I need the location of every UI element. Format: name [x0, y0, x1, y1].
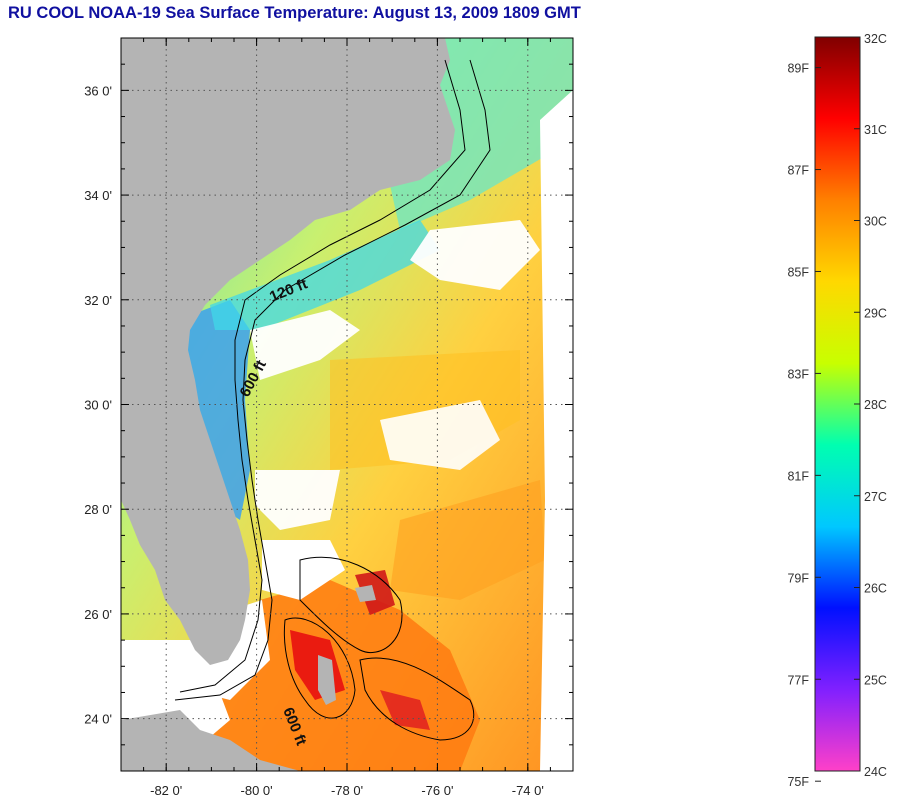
cloud-2 — [250, 310, 360, 380]
colorbar-f-label: 87F — [787, 164, 809, 178]
lon-label: -74 0' — [512, 783, 544, 798]
colorbar-f-label: 89F — [787, 62, 809, 76]
lat-label: 32 0' — [84, 293, 112, 308]
isobath-bahamas-3 — [359, 657, 475, 741]
land-cuba — [121, 710, 300, 771]
colorbar-f-label: 85F — [787, 265, 809, 279]
map-title: RU COOL NOAA-19 Sea Surface Temperature:… — [8, 4, 581, 22]
lon-label: -78 0' — [331, 783, 363, 798]
colorbar-c-label: 31C — [864, 123, 887, 137]
hot-spot-3 — [380, 690, 430, 730]
lat-label: 34 0' — [84, 188, 112, 203]
colorbar-c-label: 26C — [864, 582, 887, 596]
lat-label: 30 0' — [84, 398, 112, 413]
cloud-1 — [410, 220, 540, 290]
lat-label: 28 0' — [84, 502, 112, 517]
colorbar-c-label: 27C — [864, 490, 887, 504]
colorbar-f-label: 81F — [787, 469, 809, 483]
isobath-bahamas-1 — [299, 556, 403, 653]
isobath-bahamas-2 — [283, 617, 356, 719]
lat-label: 36 0' — [84, 83, 112, 98]
lon-label: -82 0' — [150, 783, 182, 798]
colorbar-f-label: 83F — [787, 367, 809, 381]
colorbar-c-label: 24C — [864, 765, 887, 779]
colorbar-c-label: 30C — [864, 215, 887, 229]
warm-water-south — [390, 480, 545, 600]
land-abaco — [355, 585, 376, 602]
cloud-4 — [255, 470, 340, 530]
cloud-5 — [262, 540, 345, 600]
colorbar-ticks — [815, 36, 860, 782]
lat-label: 26 0' — [84, 607, 112, 622]
sst-map[interactable]: 120 ft 600 ft 600 ft 36 0' 34 0' 32 0' 3… — [0, 0, 600, 801]
lon-label: -80 0' — [241, 783, 273, 798]
isobath-120ft — [179, 59, 466, 693]
cloud-3 — [380, 400, 500, 470]
cloud-east — [540, 90, 573, 771]
isobath-600ft — [174, 59, 491, 701]
lon-label: -76 0' — [421, 783, 453, 798]
colorbar-scale — [814, 36, 861, 772]
graticule — [121, 38, 573, 771]
colorbar-f-label: 75F — [787, 775, 809, 789]
colorbar-c-label: 32C — [864, 32, 887, 46]
map-ticks — [121, 38, 573, 771]
colorbar-c-label: 25C — [864, 673, 887, 687]
coastal-cool-band — [178, 300, 250, 520]
land-andros — [318, 655, 336, 705]
colorbar-c-label: 28C — [864, 398, 887, 412]
colorbar-f-label: 79F — [787, 571, 809, 585]
shelf-cool-band — [210, 220, 440, 330]
colorbar-f-label: 77F — [787, 673, 809, 687]
lat-label: 24 0' — [84, 712, 112, 727]
colorbar-c-label: 29C — [864, 306, 887, 320]
hot-spot-2 — [355, 570, 395, 615]
